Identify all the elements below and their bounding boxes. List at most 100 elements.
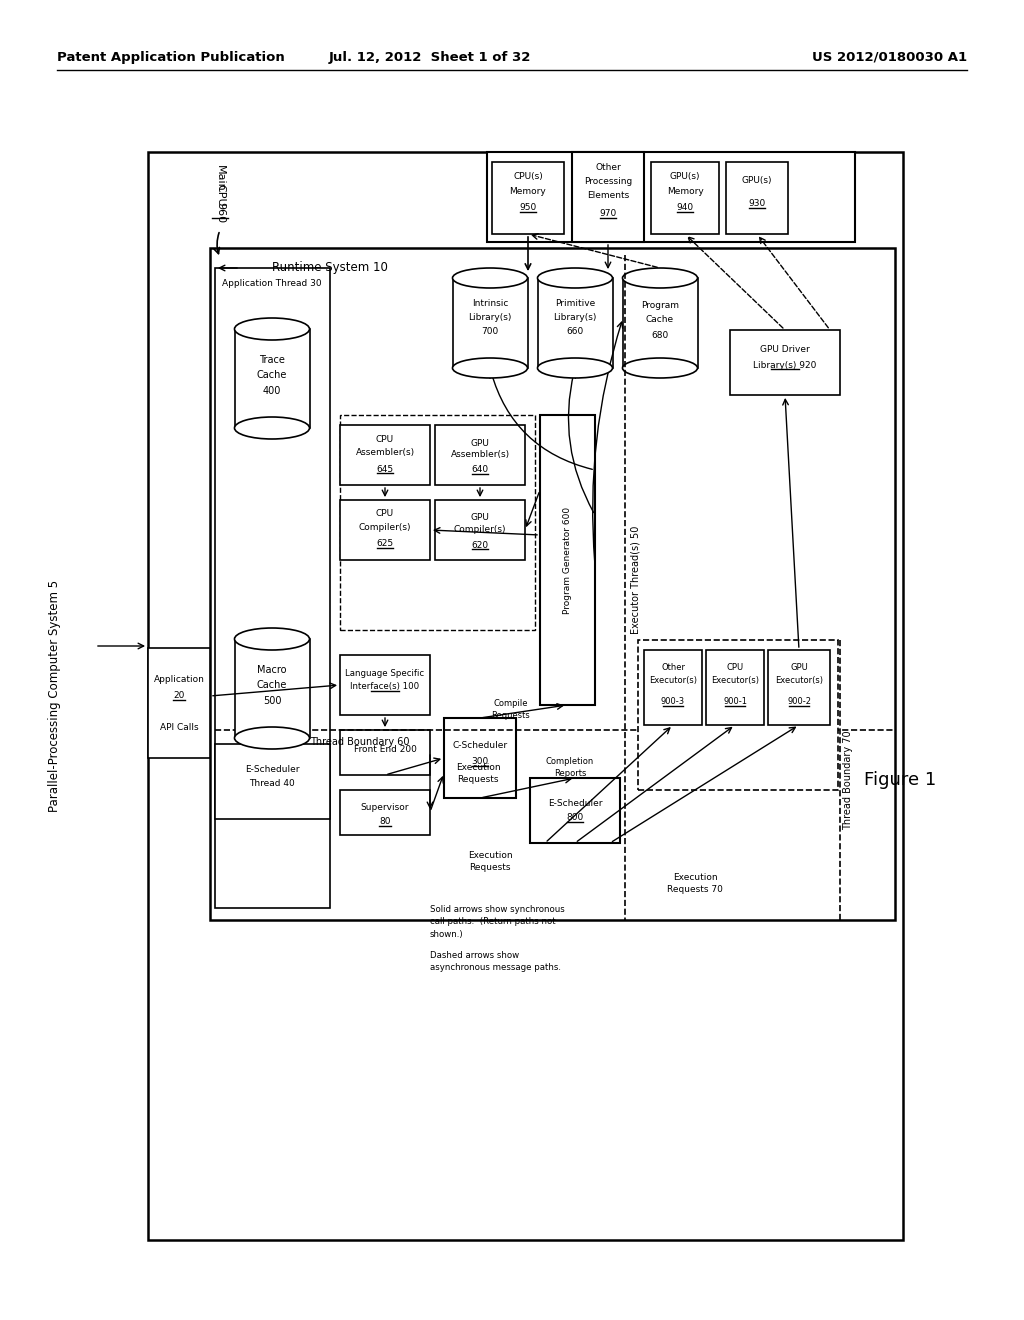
Text: Elements: Elements	[587, 191, 629, 201]
Text: Solid arrows show synchronous: Solid arrows show synchronous	[430, 906, 565, 915]
Text: Cache: Cache	[257, 680, 287, 690]
Text: Thread 40: Thread 40	[249, 780, 295, 788]
Text: Memory: Memory	[510, 186, 547, 195]
Text: 80: 80	[379, 817, 391, 826]
Ellipse shape	[234, 628, 309, 649]
Bar	[540, 414, 595, 705]
Text: GPU: GPU	[791, 663, 808, 672]
Text: Library(s): Library(s)	[553, 313, 597, 322]
Text: Reports: Reports	[554, 768, 586, 777]
Text: 640: 640	[471, 466, 488, 474]
Text: Jul. 12, 2012  Sheet 1 of 32: Jul. 12, 2012 Sheet 1 of 32	[329, 50, 531, 63]
Text: 500: 500	[263, 696, 282, 706]
Text: Other: Other	[662, 663, 685, 672]
Text: 700: 700	[481, 326, 499, 335]
Text: Assembler(s): Assembler(s)	[451, 450, 510, 459]
Text: Requests: Requests	[469, 862, 511, 871]
Text: Trace: Trace	[259, 355, 285, 366]
Text: E-Scheduler: E-Scheduler	[245, 764, 299, 774]
Text: Thread Boundary 70: Thread Boundary 70	[843, 730, 853, 830]
Text: Thread Boundary 60: Thread Boundary 60	[310, 737, 410, 747]
Bar	[234, 639, 309, 738]
Text: Macro: Macro	[257, 665, 287, 675]
Text: Primitive: Primitive	[555, 298, 595, 308]
Text: Cache: Cache	[646, 315, 674, 325]
Text: 930: 930	[749, 199, 766, 209]
Text: Application: Application	[154, 676, 205, 685]
Text: 970: 970	[599, 210, 616, 219]
Text: Assembler(s): Assembler(s)	[355, 447, 415, 457]
Text: E-Scheduler: E-Scheduler	[548, 799, 602, 808]
Bar	[234, 329, 309, 428]
Text: Library(s): Library(s)	[468, 313, 512, 322]
Text: Library(s) 920: Library(s) 920	[754, 360, 817, 370]
Ellipse shape	[623, 358, 697, 378]
Bar	[638, 640, 838, 789]
Text: shown.): shown.)	[430, 929, 464, 939]
Text: CPU: CPU	[726, 663, 743, 672]
Text: Program Generator 600: Program Generator 600	[562, 507, 571, 614]
Text: 620: 620	[471, 540, 488, 549]
Text: Other: Other	[595, 164, 621, 173]
Text: Execution: Execution	[673, 874, 718, 883]
Text: API Calls: API Calls	[160, 723, 199, 733]
Ellipse shape	[234, 318, 309, 341]
Text: Program: Program	[641, 301, 679, 310]
Text: CPU(s): CPU(s)	[513, 173, 543, 181]
Text: Completion: Completion	[546, 758, 594, 767]
Bar	[215, 268, 330, 908]
Bar	[706, 649, 764, 725]
Text: CPU: CPU	[376, 510, 394, 519]
Text: Cache: Cache	[257, 370, 287, 380]
Bar	[148, 648, 210, 758]
Text: Executor Thread(s) 50: Executor Thread(s) 50	[631, 525, 641, 634]
Bar	[572, 152, 644, 242]
Text: GPU(s): GPU(s)	[741, 176, 772, 185]
Text: GPU: GPU	[471, 438, 489, 447]
Text: Executor(s): Executor(s)	[649, 676, 697, 685]
Text: GPU Driver: GPU Driver	[760, 346, 810, 355]
Text: 660: 660	[566, 326, 584, 335]
Text: 900-1: 900-1	[723, 697, 746, 706]
Text: Language Specific: Language Specific	[345, 668, 425, 677]
Text: 625: 625	[377, 540, 393, 549]
Text: asynchronous message paths.: asynchronous message paths.	[430, 964, 561, 973]
Text: Dashed arrows show: Dashed arrows show	[430, 952, 519, 961]
Bar	[340, 730, 430, 775]
Ellipse shape	[623, 268, 697, 288]
Ellipse shape	[538, 358, 612, 378]
Bar	[530, 777, 620, 843]
Ellipse shape	[234, 727, 309, 748]
Text: GPU(s): GPU(s)	[670, 173, 700, 181]
Text: Parallel-Processing Computer System 5: Parallel-Processing Computer System 5	[48, 579, 61, 812]
Bar	[538, 279, 612, 368]
Text: US 2012/0180030 A1: US 2012/0180030 A1	[812, 50, 967, 63]
Text: Requests 70: Requests 70	[667, 886, 723, 895]
Text: Front End 200: Front End 200	[353, 746, 417, 755]
Text: 950: 950	[519, 203, 537, 213]
Text: Intrinsic: Intrinsic	[472, 298, 508, 308]
Ellipse shape	[538, 268, 612, 288]
Text: 900-2: 900-2	[787, 697, 811, 706]
Bar	[340, 655, 430, 715]
Bar	[492, 162, 564, 234]
Text: Patent Application Publication: Patent Application Publication	[57, 50, 285, 63]
Bar	[730, 330, 840, 395]
Bar	[215, 744, 330, 818]
Bar	[651, 162, 719, 234]
Text: Figure 1: Figure 1	[864, 771, 936, 789]
Ellipse shape	[453, 358, 527, 378]
Text: Requests: Requests	[492, 711, 530, 721]
Bar	[644, 649, 702, 725]
Text: Requests: Requests	[458, 776, 499, 784]
Text: 940: 940	[677, 203, 693, 213]
Text: Execution: Execution	[468, 850, 512, 859]
Ellipse shape	[234, 417, 309, 440]
Text: Compile: Compile	[494, 700, 528, 709]
Text: Main: Main	[215, 165, 225, 191]
Text: Execution: Execution	[456, 763, 501, 772]
Bar	[623, 279, 697, 368]
Bar	[340, 789, 430, 836]
Bar	[453, 279, 527, 368]
Text: 400: 400	[263, 385, 282, 396]
